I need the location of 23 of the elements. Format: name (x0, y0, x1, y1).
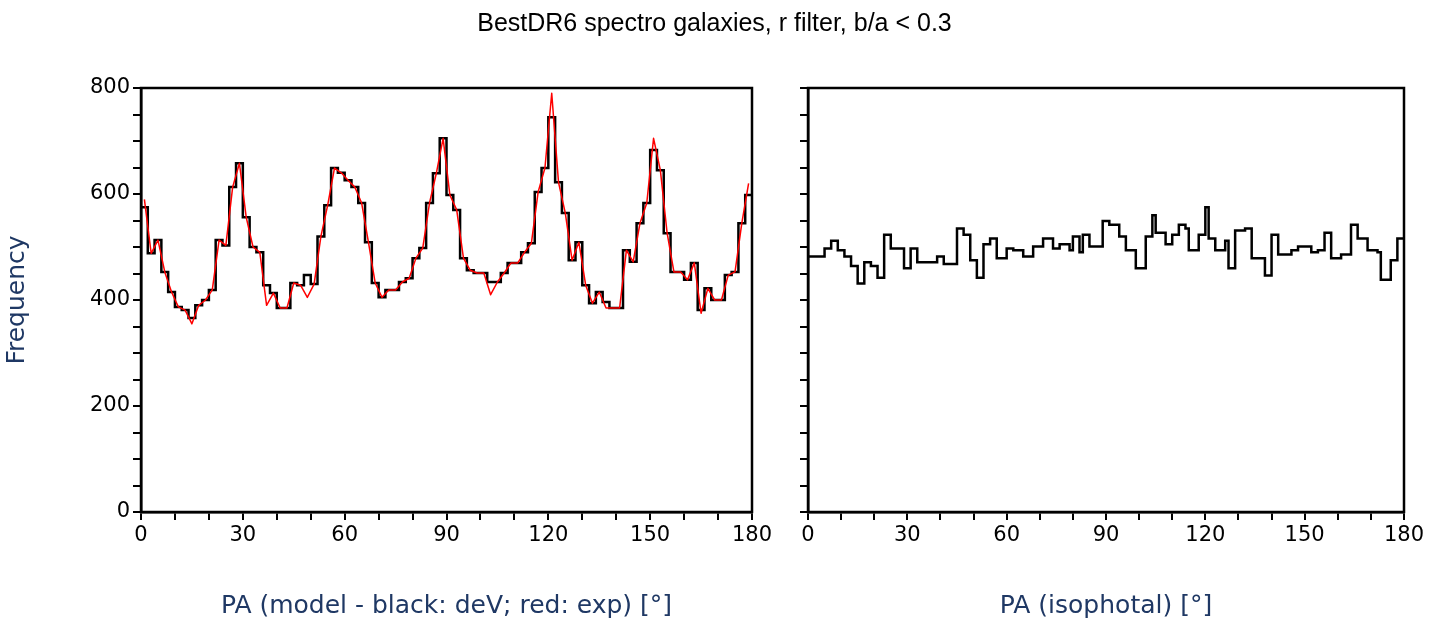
x-tick-label: 90 (433, 522, 460, 547)
x-tick-label: 150 (630, 522, 671, 547)
y-tick-label: 800 (89, 74, 130, 99)
x-tick-label: 60 (331, 522, 359, 547)
y-tick-label: 400 (89, 286, 130, 311)
x-tick-label: 0 (801, 522, 815, 547)
y-tick-label: 200 (89, 392, 130, 417)
x-tick-label: 30 (893, 522, 921, 547)
x-tick-label: 120 (528, 522, 569, 547)
x-tick-label: 60 (993, 522, 1021, 547)
x-tick-label: 180 (731, 522, 773, 547)
chart-title: BestDR6 spectro galaxies, r filter, b/a < 0.3 (477, 8, 952, 37)
x-axis-title: PA (model - black: deV; red: exp) [°] (220, 589, 673, 619)
x-tick-label: 150 (1284, 522, 1325, 547)
x-axis-title: PA (isophotal) [°] (999, 589, 1213, 619)
x-tick-label: 120 (1185, 522, 1226, 547)
y-tick-label: 600 (89, 180, 130, 205)
x-tick-label: 90 (1092, 522, 1120, 547)
y-axis-title: Frequency (0, 235, 30, 365)
x-tick-label: 180 (1383, 522, 1425, 547)
x-tick-label: 0 (134, 522, 148, 547)
y-tick-label: 0 (116, 498, 130, 523)
x-tick-label: 30 (229, 522, 257, 547)
